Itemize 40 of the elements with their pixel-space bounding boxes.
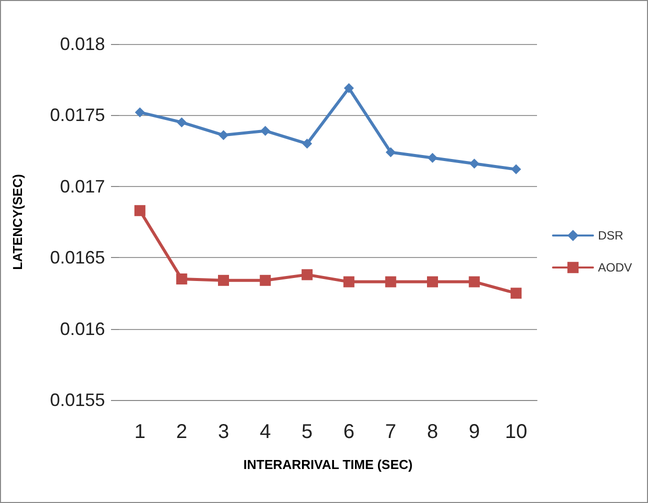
- point: [427, 276, 438, 288]
- y-tick-label: 0.0165: [50, 248, 105, 268]
- x-tick-label: 3: [218, 421, 230, 443]
- point: [302, 138, 312, 149]
- point: [134, 205, 146, 216]
- x-axis-title: INTERARRIVAL TIME (SEC): [243, 457, 413, 472]
- point: [343, 276, 354, 288]
- point: [134, 107, 145, 118]
- point: [468, 276, 480, 288]
- x-tick-label: 2: [176, 421, 188, 443]
- point: [428, 152, 438, 163]
- point: [385, 276, 396, 288]
- point: [302, 269, 313, 280]
- x-tick-label: 4: [260, 421, 271, 443]
- point: [260, 126, 270, 136]
- x-tick-label: 8: [426, 421, 438, 443]
- point: [469, 158, 480, 169]
- x-tick-label: 1: [134, 421, 146, 443]
- y-axis-title: LATENCY(SEC): [10, 174, 25, 270]
- legend-label: DSR: [598, 228, 624, 242]
- y-tick-label: 0.0155: [50, 390, 105, 410]
- x-tick-label: 7: [385, 421, 396, 443]
- y-tick-label: 0.018: [60, 34, 105, 54]
- x-tick-label: 5: [302, 421, 313, 443]
- point: [218, 274, 229, 286]
- point: [218, 130, 228, 140]
- point: [344, 83, 354, 94]
- point: [386, 147, 396, 158]
- point: [176, 273, 188, 284]
- x-tick-label: 9: [468, 421, 480, 443]
- y-tick-label: 0.016: [60, 318, 105, 339]
- legend-label: AODV: [598, 260, 632, 274]
- x-tick-label: 10: [504, 421, 528, 443]
- y-tick-label: 0.017: [60, 176, 105, 196]
- point: [511, 164, 522, 174]
- point: [176, 117, 187, 128]
- y-tick-label: 0.0175: [50, 105, 105, 126]
- x-tick-label: 6: [343, 421, 354, 443]
- point: [510, 288, 522, 299]
- point: [260, 274, 271, 286]
